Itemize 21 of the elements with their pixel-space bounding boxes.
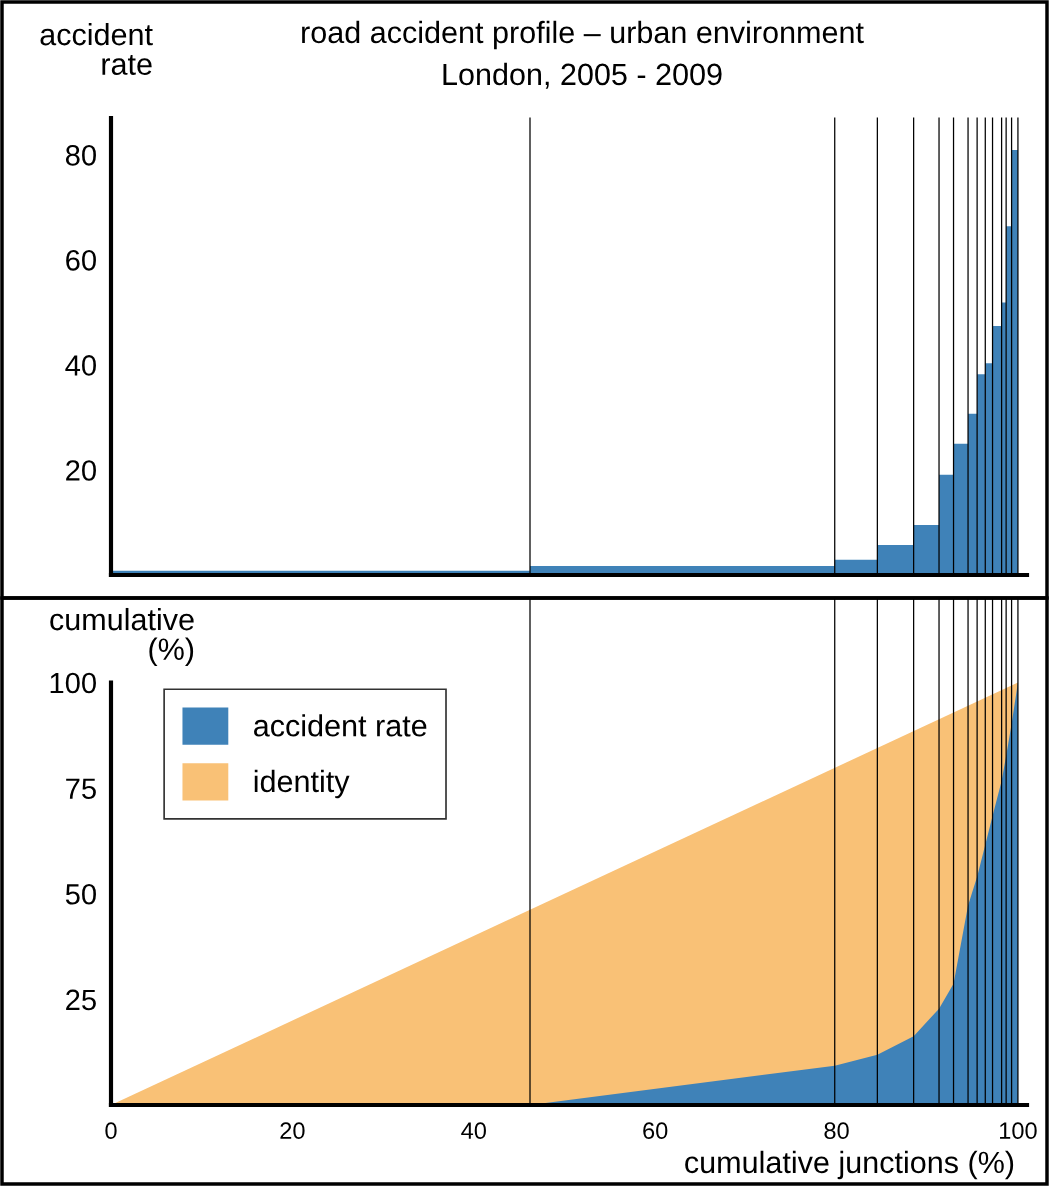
y-tick-label: 20 (66, 460, 96, 481)
y-tick-label: 50 (65, 883, 96, 905)
legend-label: accident rate (254, 714, 427, 737)
y-axis-title: accident rate (40, 22, 153, 75)
x-axis-title: cumulative junctions (%) (685, 1150, 1014, 1180)
x-tick-label: 60 (643, 1122, 668, 1140)
y-tick-label: 75 (66, 778, 96, 799)
y-tick-label: 25 (66, 989, 96, 1011)
y-tick-label: 40 (65, 355, 96, 376)
y-axis-title: cumulative (%) (50, 607, 194, 667)
x-tick-label: 20 (280, 1122, 305, 1140)
x-tick-label: 40 (461, 1122, 486, 1140)
x-tick-label: 0 (105, 1122, 117, 1140)
chart-title: road accident profile – urban environment (302, 20, 864, 50)
y-tick-label: 100 (50, 672, 96, 694)
chart-subtitle: London, 2005 - 2009 (443, 62, 722, 89)
y-tick-label: 60 (66, 250, 96, 271)
x-tick-label: 80 (824, 1122, 849, 1140)
y-tick-label: 80 (65, 144, 96, 166)
x-tick-label: 100 (1000, 1122, 1037, 1140)
legend-label: identity (254, 769, 350, 799)
